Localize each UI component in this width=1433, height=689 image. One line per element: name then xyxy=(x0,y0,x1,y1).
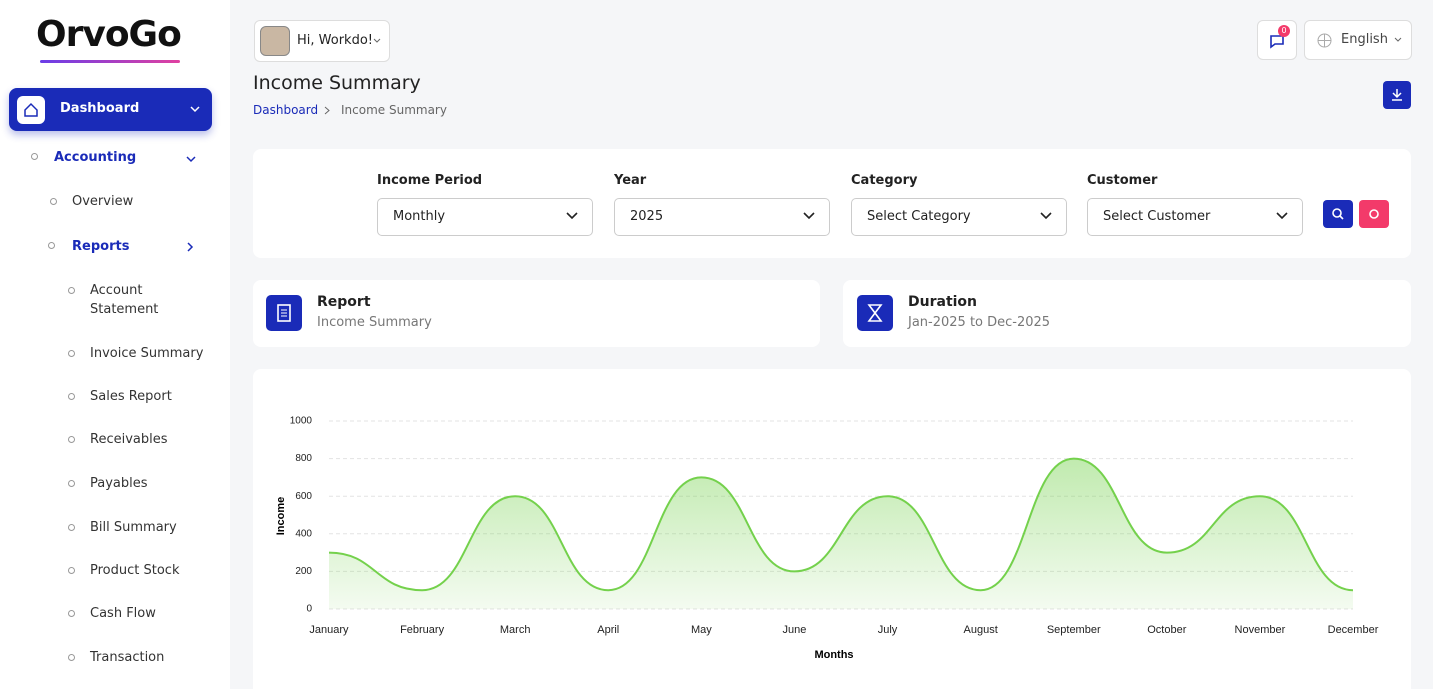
nav-item[interactable]: Sales Report xyxy=(90,389,172,404)
filter-label: Year xyxy=(614,173,647,188)
x-tick-label: May xyxy=(691,624,712,636)
notification-badge: 0 xyxy=(1278,25,1290,37)
info-title: Duration xyxy=(908,294,978,310)
filter-value: Select Customer xyxy=(1103,209,1211,224)
y-tick-label: 200 xyxy=(295,566,312,577)
info-card: Report Income Summary xyxy=(253,280,820,347)
chart: Months Income 0 200 400 600 800 1000 January Fe… xyxy=(275,416,1379,661)
reset-button[interactable] xyxy=(1359,200,1389,228)
line xyxy=(328,457,1354,592)
chart-card: Months Income 0 200 400 600 800 1000 January Fe… xyxy=(253,369,1411,689)
nav-item[interactable]: Payables xyxy=(90,476,148,491)
nav-item[interactable]: Reports xyxy=(72,239,130,254)
filter-value: 2025 xyxy=(630,209,664,224)
page-title: Income Summary xyxy=(253,72,421,94)
x-tick-label: December xyxy=(1328,624,1379,636)
x-axis-label: Months xyxy=(814,649,853,661)
filter-label: Category xyxy=(851,173,918,188)
y-axis-label: Income xyxy=(275,497,287,536)
x-tick-label: March xyxy=(500,624,531,636)
nav-item[interactable]: Accounting xyxy=(54,150,137,165)
logo-underline xyxy=(40,60,180,63)
info-title: Report xyxy=(317,294,371,310)
y-tick-label: 600 xyxy=(295,491,312,502)
info-card: Duration Jan-2025 to Dec-2025 xyxy=(843,280,1411,347)
language-select[interactable]: English xyxy=(1304,20,1412,60)
language: English xyxy=(1341,32,1388,47)
nav-item[interactable]: Transaction xyxy=(90,650,165,665)
x-tick-label: November xyxy=(1235,624,1286,636)
greeting: Hi, Workdo! xyxy=(297,33,373,48)
filter-select[interactable]: Select Category xyxy=(851,198,1067,236)
x-tick-label: September xyxy=(1047,624,1101,636)
user-menu[interactable]: Hi, Workdo! xyxy=(254,20,390,62)
filter-select[interactable]: Monthly xyxy=(377,198,593,236)
y-tick-label: 800 xyxy=(295,453,312,464)
download-button[interactable] xyxy=(1383,81,1411,109)
sidebar: OrvoGo Dashboard Accounting Overview Rep… xyxy=(0,0,230,689)
nav-item[interactable]: Bill Summary xyxy=(90,520,177,535)
filter-value: Monthly xyxy=(393,209,446,224)
x-tick-label: August xyxy=(964,624,998,636)
notifications[interactable]: 0 xyxy=(1257,20,1297,60)
y-tick-label: 400 xyxy=(295,528,312,539)
nav-item[interactable]: Receivables xyxy=(90,432,168,447)
x-tick-label: February xyxy=(400,624,445,636)
y-tick-label: 1000 xyxy=(290,416,313,427)
logo[interactable]: OrvoGo xyxy=(36,14,182,55)
info-value: Income Summary xyxy=(317,315,432,330)
nav-item[interactable]: Account Statement xyxy=(90,283,159,317)
nav-item[interactable]: Invoice Summary xyxy=(90,346,204,361)
nav-item[interactable]: Product Stock xyxy=(90,563,180,578)
filter-card: Income Period Monthly Year 2025 Category… xyxy=(253,149,1411,258)
x-tick-label: October xyxy=(1147,624,1186,636)
filter-label: Customer xyxy=(1087,173,1158,188)
x-tick-label: April xyxy=(597,624,619,636)
nav-dashboard[interactable]: Dashboard xyxy=(9,88,212,131)
nav-label: Dashboard xyxy=(60,101,140,116)
x-tick-label: January xyxy=(309,624,349,636)
breadcrumb-current: Income Summary xyxy=(341,103,447,117)
x-tick-label: June xyxy=(783,624,807,636)
y-tick-label: 0 xyxy=(306,604,312,615)
search-button[interactable] xyxy=(1323,200,1353,228)
x-tick-label: July xyxy=(878,624,898,636)
info-value: Jan-2025 to Dec-2025 xyxy=(908,315,1051,330)
nav-item[interactable]: Cash Flow xyxy=(90,606,156,621)
filter-value: Select Category xyxy=(867,209,971,224)
filter-select[interactable]: 2025 xyxy=(614,198,830,236)
filter-select[interactable]: Select Customer xyxy=(1087,198,1303,236)
breadcrumb-separator xyxy=(324,106,330,115)
breadcrumb-link[interactable]: Dashboard xyxy=(253,103,319,117)
filter-label: Income Period xyxy=(377,173,483,188)
nav-item[interactable]: Overview xyxy=(72,194,134,209)
